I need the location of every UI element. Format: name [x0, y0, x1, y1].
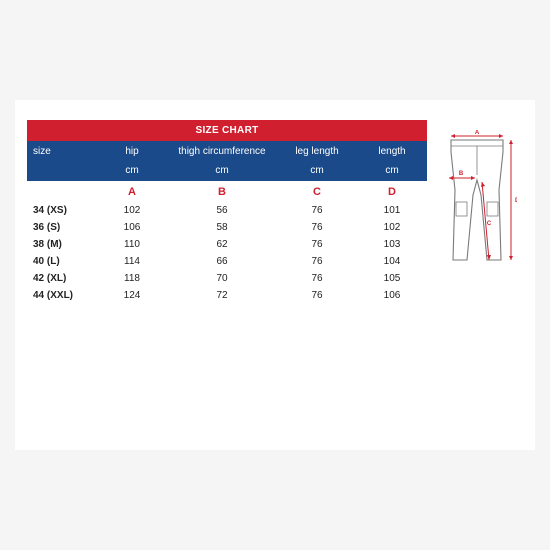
cell-hip: 114: [97, 256, 167, 267]
pants-diagram: A B C D: [437, 130, 517, 270]
unit-row: cm cm cm cm: [27, 162, 427, 181]
cell-size: 44 (XXL): [27, 290, 97, 301]
header-row: size hip thigh circumference leg length …: [27, 141, 427, 162]
cell-leg-length: 76: [277, 273, 357, 284]
chart-title: SIZE CHART: [27, 120, 427, 141]
table-row: 40 (L)1146676104: [27, 253, 427, 270]
diagram-label-d: D: [515, 198, 517, 204]
cell-thigh: 56: [167, 205, 277, 216]
table-row: 34 (XS)1025676101: [27, 202, 427, 219]
cell-hip: 106: [97, 222, 167, 233]
cell-thigh: 62: [167, 239, 277, 250]
size-chart: SIZE CHART size hip thigh circumference …: [27, 120, 427, 304]
cell-size: 40 (L): [27, 256, 97, 267]
cell-hip: 124: [97, 290, 167, 301]
cell-size: 36 (S): [27, 222, 97, 233]
cell-leg-length: 76: [277, 222, 357, 233]
cell-leg-length: 76: [277, 205, 357, 216]
cell-hip: 110: [97, 239, 167, 250]
cell-length: 104: [357, 256, 427, 267]
letter-d: D: [357, 186, 427, 198]
cell-thigh: 72: [167, 290, 277, 301]
cell-hip: 118: [97, 273, 167, 284]
cell-leg-length: 76: [277, 290, 357, 301]
header-thigh: thigh circumference: [167, 146, 277, 157]
letter-a: A: [97, 186, 167, 198]
cell-length: 105: [357, 273, 427, 284]
header-hip: hip: [97, 146, 167, 157]
diagram-label-a: A: [475, 130, 480, 136]
letter-row: A B C D: [27, 181, 427, 202]
cell-size: 34 (XS): [27, 205, 97, 216]
letter-b: B: [167, 186, 277, 198]
cell-leg-length: 76: [277, 239, 357, 250]
unit-d: cm: [357, 165, 427, 176]
diagram-label-c: C: [487, 221, 492, 227]
table-row: 36 (S)1065876102: [27, 219, 427, 236]
cell-size: 42 (XL): [27, 273, 97, 284]
data-rows: 34 (XS)102567610136 (S)106587610238 (M)1…: [27, 202, 427, 304]
cell-thigh: 70: [167, 273, 277, 284]
table-row: 44 (XXL)1247276106: [27, 287, 427, 304]
cell-length: 102: [357, 222, 427, 233]
cell-thigh: 66: [167, 256, 277, 267]
header-leg-length: leg length: [277, 146, 357, 157]
unit-c: cm: [277, 165, 357, 176]
cell-size: 38 (M): [27, 239, 97, 250]
cell-leg-length: 76: [277, 256, 357, 267]
header-size: size: [27, 146, 97, 157]
cell-hip: 102: [97, 205, 167, 216]
cell-thigh: 58: [167, 222, 277, 233]
header-length: length: [357, 146, 427, 157]
size-chart-card: SIZE CHART size hip thigh circumference …: [15, 100, 535, 450]
diagram-label-b: B: [459, 171, 464, 177]
table-row: 42 (XL)1187076105: [27, 270, 427, 287]
cell-length: 101: [357, 205, 427, 216]
unit-b: cm: [167, 165, 277, 176]
cell-length: 106: [357, 290, 427, 301]
letter-c: C: [277, 186, 357, 198]
table-row: 38 (M)1106276103: [27, 236, 427, 253]
cell-length: 103: [357, 239, 427, 250]
unit-a: cm: [97, 165, 167, 176]
